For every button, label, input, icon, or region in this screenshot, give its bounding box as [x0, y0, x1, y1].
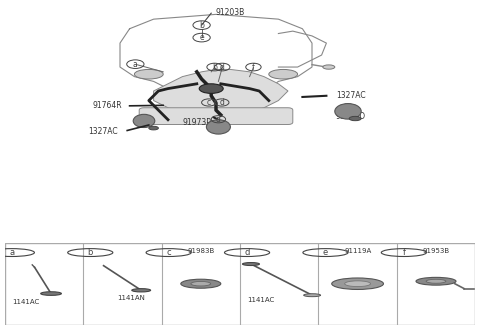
Text: f: f [402, 248, 405, 257]
Text: 1327AC: 1327AC [336, 91, 366, 100]
Text: e: e [323, 248, 328, 257]
Ellipse shape [181, 279, 221, 288]
Ellipse shape [349, 116, 361, 121]
Text: 1327AC: 1327AC [88, 127, 118, 136]
Ellipse shape [323, 65, 335, 69]
Circle shape [41, 292, 61, 295]
Text: d: d [220, 63, 225, 72]
Text: a: a [133, 60, 138, 69]
Ellipse shape [335, 104, 361, 119]
Text: 91983B: 91983B [188, 248, 215, 254]
Ellipse shape [206, 120, 230, 134]
Text: 91973D: 91973D [336, 112, 366, 121]
Polygon shape [154, 70, 288, 115]
Ellipse shape [269, 70, 298, 79]
Circle shape [304, 294, 321, 297]
Circle shape [242, 262, 260, 266]
Ellipse shape [426, 279, 446, 283]
Text: 1141AN: 1141AN [118, 295, 145, 301]
FancyBboxPatch shape [139, 108, 293, 125]
Text: 91973P: 91973P [182, 118, 211, 127]
Ellipse shape [133, 114, 155, 128]
Text: a: a [9, 248, 14, 257]
Ellipse shape [149, 126, 158, 130]
Text: b: b [212, 63, 217, 72]
Text: b: b [87, 248, 93, 257]
Ellipse shape [332, 278, 384, 290]
Ellipse shape [345, 281, 371, 287]
Ellipse shape [134, 70, 163, 79]
Text: f: f [252, 63, 255, 72]
Text: d: d [219, 98, 224, 107]
Text: d: d [216, 115, 221, 124]
Text: 1141AC: 1141AC [12, 299, 39, 305]
Text: 91764R: 91764R [93, 101, 122, 110]
Text: 1141AC: 1141AC [247, 297, 274, 303]
Text: 91953B: 91953B [423, 248, 450, 254]
Text: b: b [199, 21, 204, 30]
Text: d: d [244, 248, 250, 257]
Ellipse shape [191, 281, 211, 286]
Ellipse shape [416, 277, 456, 285]
Text: 91203B: 91203B [216, 8, 245, 17]
Text: c: c [167, 248, 171, 257]
Text: c: c [207, 98, 211, 107]
Text: 91119A: 91119A [344, 248, 372, 254]
FancyBboxPatch shape [5, 243, 475, 325]
Text: e: e [199, 33, 204, 42]
Circle shape [132, 289, 151, 292]
Ellipse shape [199, 84, 223, 93]
